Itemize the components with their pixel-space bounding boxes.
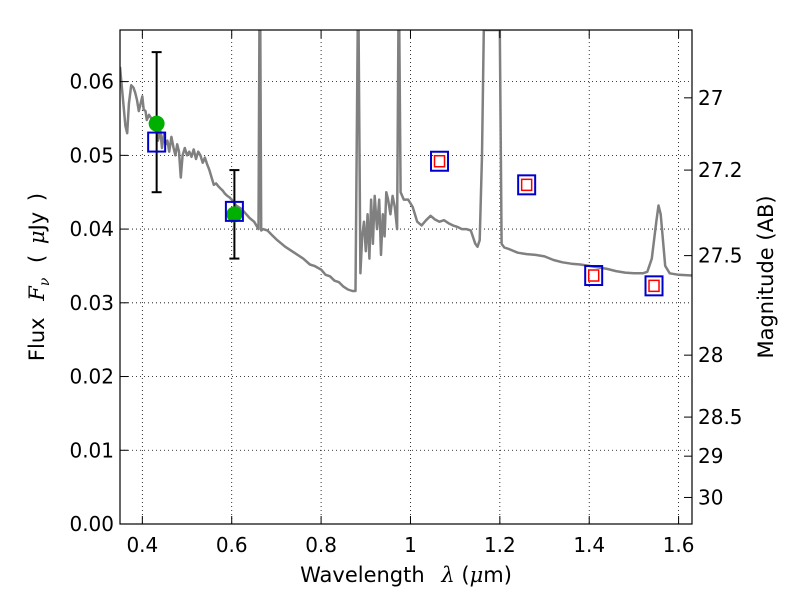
y-tick-label: 0.04 [69, 217, 114, 241]
mag-tick-label: 28.5 [698, 405, 743, 429]
x-tick-label: 1.2 [484, 533, 516, 557]
filter-flux-square [520, 178, 533, 192]
mag-tick-label: 27.2 [698, 158, 743, 182]
model-flux-square [517, 174, 537, 196]
x-axis-label: Wavelength λ (μm) [300, 563, 512, 587]
y-tick-label: 0.06 [69, 70, 114, 94]
model-flux-square [584, 265, 604, 287]
y-axis-right-label: Magnitude (AB) [754, 195, 778, 358]
model-flux-square [430, 150, 450, 172]
filter-flux-square [587, 269, 600, 282]
mag-tick-label: 30 [698, 485, 723, 509]
x-tick-label: 0.8 [305, 533, 337, 557]
x-tick-label: 1.4 [573, 533, 605, 557]
mag-tick-label: 27.5 [698, 244, 743, 268]
ticks: 0.4 0.6 0.8 1 1.2 1.4 1.6 0.00 0.01 0.02 0.03 0.04 0… [69, 30, 743, 557]
y-tick-label: 0.05 [69, 143, 114, 167]
plot-clip-group [120, 30, 692, 297]
grid [120, 30, 692, 525]
model-flux-square [644, 275, 664, 297]
mag-tick-label: 27 [698, 86, 723, 110]
y-tick-label: 0.00 [69, 512, 114, 536]
x-tick-label: 0.4 [126, 533, 158, 557]
mag-tick-label: 28 [698, 343, 723, 367]
filter-flux-square [648, 279, 660, 293]
y-axis-label: Flux Fν ( μJy ) [25, 193, 54, 361]
observed-flux-point [148, 115, 165, 132]
y-tick-label: 0.03 [69, 291, 114, 315]
mag-tick-label: 29 [698, 444, 723, 468]
x-tick-label: 1.6 [663, 533, 695, 557]
y-tick-label: 0.01 [69, 438, 114, 462]
model-flux-square [224, 200, 244, 222]
model-flux-square [147, 131, 167, 153]
model-spectrum-line [120, 30, 692, 293]
y-tick-label: 0.02 [69, 365, 114, 389]
filter-flux-square [433, 154, 446, 168]
observed-flux-point [226, 206, 243, 223]
x-tick-label: 1 [404, 533, 417, 557]
x-tick-label: 0.6 [216, 533, 248, 557]
plot-frame [119, 29, 693, 525]
